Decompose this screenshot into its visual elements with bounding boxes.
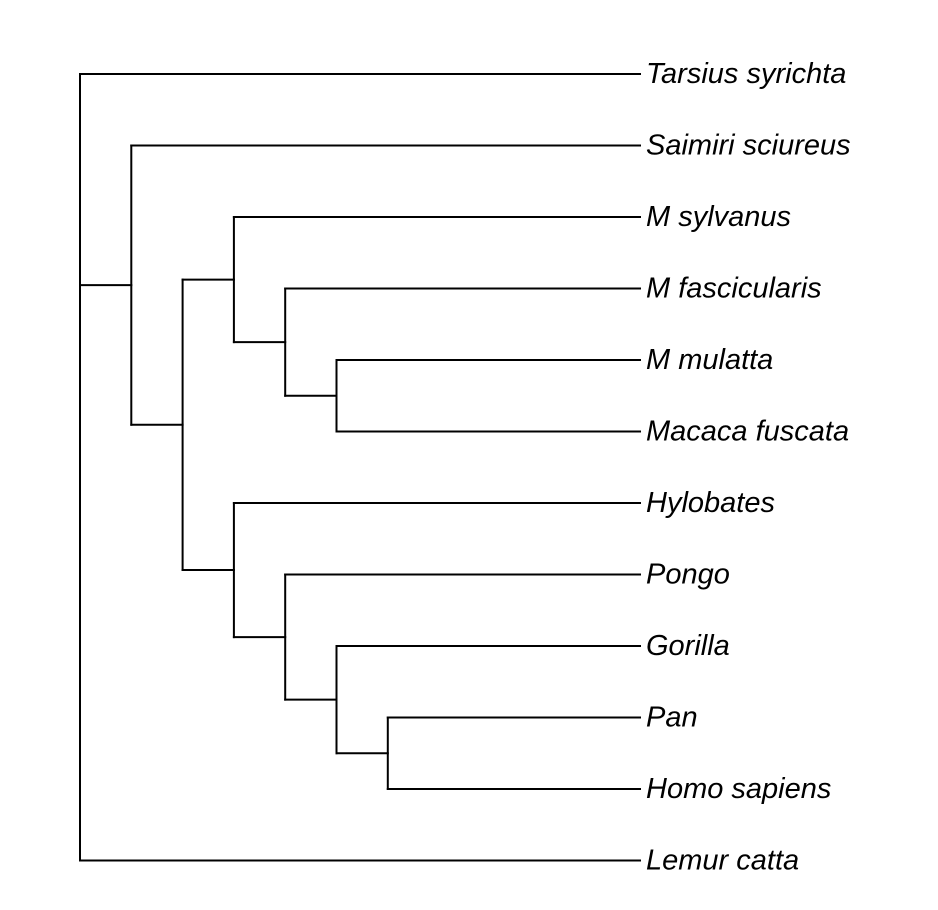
tip-label: Pan — [646, 702, 698, 734]
tip-label: M fascicularis — [646, 273, 822, 305]
tip-label: M mulatta — [646, 344, 773, 376]
tip-label: Hylobates — [646, 487, 775, 519]
tip-labels: Tarsius syrichta Saimiri sciureus M sylvan… — [646, 58, 851, 877]
tip-label: Homo sapiens — [646, 773, 831, 805]
tip-label: Macaca fuscata — [646, 416, 849, 448]
tip-label: M sylvanus — [646, 201, 791, 233]
tree-branches — [79, 73, 641, 862]
tip-label: Tarsius syrichta — [646, 58, 846, 90]
tip-label: Lemur catta — [646, 845, 799, 877]
tip-label: Saimiri sciureus — [646, 130, 851, 162]
tip-label: Gorilla — [646, 630, 730, 662]
tip-label: Pongo — [646, 559, 730, 591]
